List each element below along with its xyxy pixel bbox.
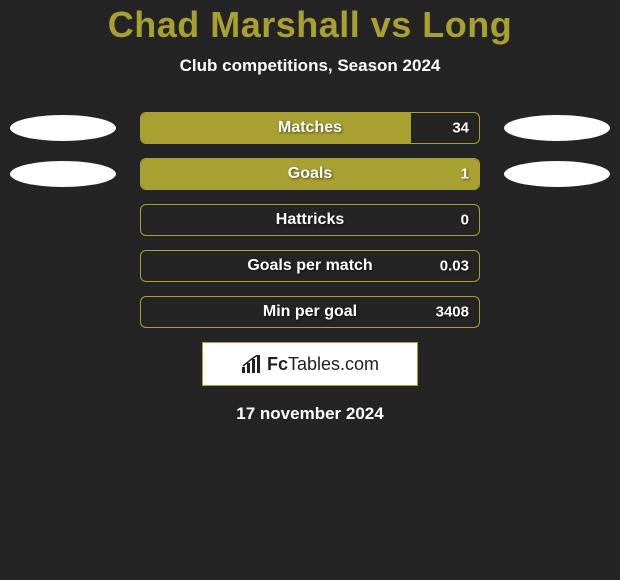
stat-value: 0.03	[440, 258, 469, 275]
player-marker-right-placeholder	[504, 299, 610, 325]
stat-row: Goals 1	[0, 158, 620, 190]
player-marker-left-placeholder	[10, 207, 116, 233]
stat-bar: Matches 34	[140, 112, 480, 144]
stat-bar: Hattricks 0	[140, 204, 480, 236]
stat-value: 1	[461, 166, 469, 183]
stat-label: Min per goal	[263, 303, 357, 321]
stat-rows: Matches 34 Goals 1 Hattricks 0 Goals per match…	[0, 112, 620, 328]
player-marker-left-placeholder	[10, 299, 116, 325]
stat-bar: Goals 1	[140, 158, 480, 190]
stat-row: Matches 34	[0, 112, 620, 144]
player-marker-right-placeholder	[504, 207, 610, 233]
stat-row: Min per goal 3408	[0, 296, 620, 328]
stat-value: 0	[461, 212, 469, 229]
date-text: 17 november 2024	[0, 404, 620, 424]
player-marker-left	[10, 161, 116, 187]
stat-value: 34	[452, 120, 469, 137]
stat-row: Goals per match 0.03	[0, 250, 620, 282]
stat-bar-fill	[141, 113, 411, 143]
page-title: Chad Marshall vs Long	[0, 4, 620, 46]
player-marker-right	[504, 161, 610, 187]
stat-label: Goals per match	[247, 257, 372, 275]
fctables-logo: FcTables.com	[241, 354, 379, 375]
logo-text: FcTables.com	[267, 354, 379, 375]
stat-label: Goals	[288, 165, 332, 183]
player-marker-right	[504, 115, 610, 141]
stat-value: 3408	[436, 304, 469, 321]
comparison-card: Chad Marshall vs Long Club competitions,…	[0, 0, 620, 424]
bar-chart-icon	[241, 355, 263, 373]
player-marker-left	[10, 115, 116, 141]
player-marker-right-placeholder	[504, 253, 610, 279]
stat-bar: Min per goal 3408	[140, 296, 480, 328]
player-marker-left-placeholder	[10, 253, 116, 279]
logo-text-brand: Fc	[267, 354, 288, 374]
logo-text-rest: Tables.com	[288, 354, 379, 374]
stat-label: Hattricks	[276, 211, 344, 229]
stat-bar: Goals per match 0.03	[140, 250, 480, 282]
page-subtitle: Club competitions, Season 2024	[0, 56, 620, 76]
stat-row: Hattricks 0	[0, 204, 620, 236]
fctables-logo-box[interactable]: FcTables.com	[202, 342, 418, 386]
stat-label: Matches	[278, 119, 342, 137]
